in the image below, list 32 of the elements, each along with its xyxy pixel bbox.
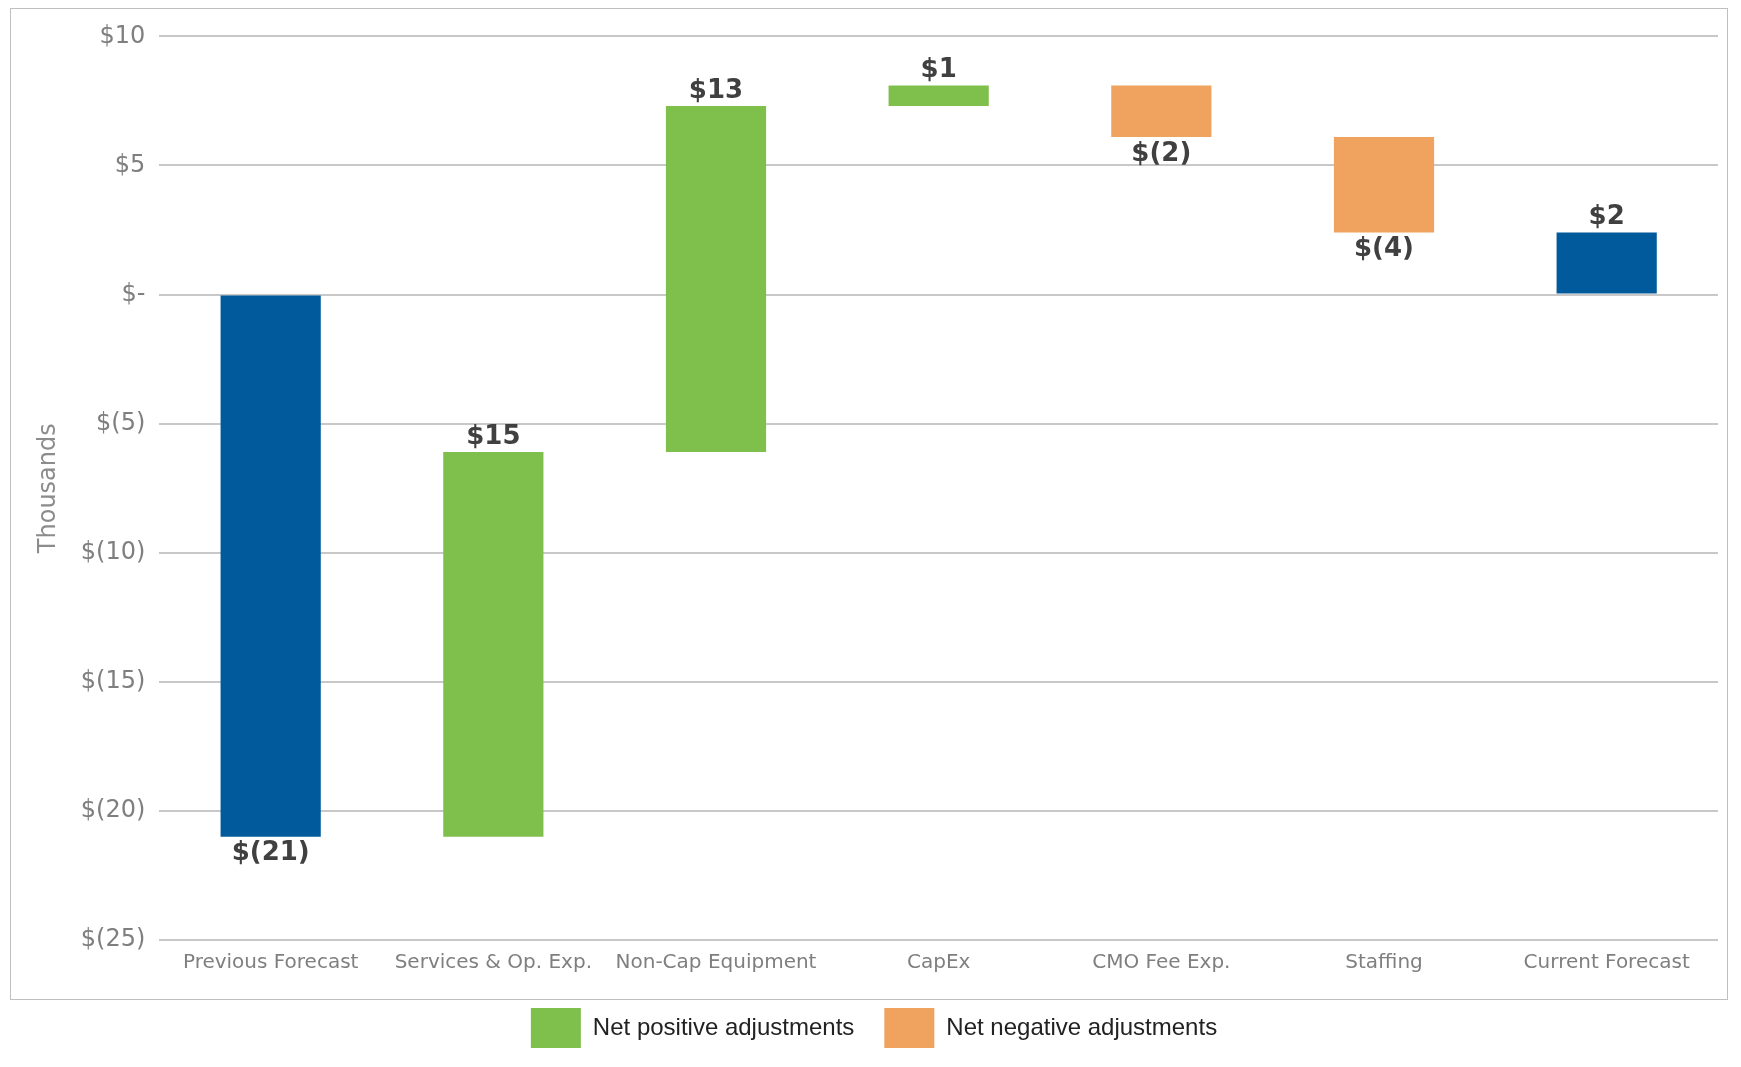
legend-label: Net positive adjustments [592, 1012, 855, 1040]
x-tick-label: CMO Fee Exp. [1092, 949, 1231, 974]
y-tick-label: $10 [99, 20, 146, 49]
text: $2 [1588, 200, 1625, 231]
x-tick-label: Services & Op. Exp. [394, 949, 592, 974]
x-tick-label: Staffing [1345, 949, 1423, 974]
y-tick-label: $(20) [80, 795, 146, 824]
y-axis-title: Thousands [32, 423, 61, 555]
bar [665, 106, 767, 453]
bar [1333, 137, 1435, 233]
y-tick-label: $- [121, 278, 146, 307]
text: $13 [688, 73, 744, 104]
y-tick-label: $5 [114, 149, 146, 178]
y-tick-label: $(10) [80, 536, 146, 565]
bar [443, 452, 544, 837]
bar [1556, 232, 1657, 294]
x-tick-label: CapEx [906, 949, 971, 974]
x-tick-label: Current Forecast [1523, 949, 1690, 974]
y-tick-label: $(5) [96, 407, 146, 436]
x-tick-label: Previous Forecast [182, 949, 359, 974]
text: $(21) [231, 836, 310, 867]
bar [1111, 85, 1212, 138]
text: $(2) [1131, 136, 1192, 167]
text: $(4) [1354, 232, 1414, 263]
legend-label: Net negative adjustments [946, 1012, 1218, 1040]
x-tick-label: Non-Cap Equipment [615, 949, 817, 974]
y-tick-label: $(25) [80, 924, 146, 953]
bar [220, 295, 321, 837]
bar [888, 85, 989, 107]
y-tick-label: $(15) [80, 666, 146, 695]
text: $15 [466, 419, 521, 450]
text: $1 [920, 53, 957, 84]
